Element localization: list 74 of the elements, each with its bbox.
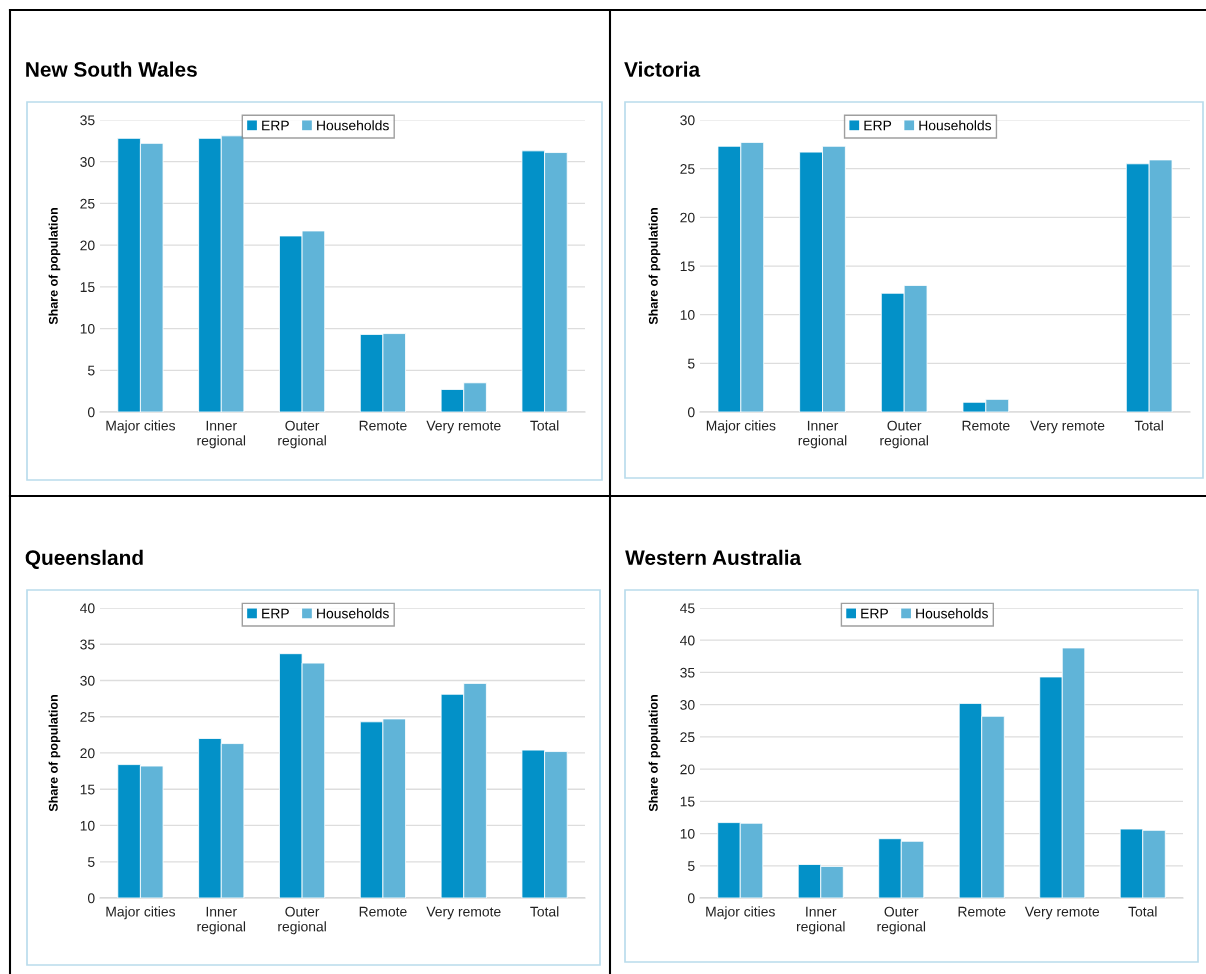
y-tick-label: 40 — [80, 603, 95, 614]
x-tick-label: Remote — [359, 906, 407, 917]
y-tick-label: 0 — [87, 893, 95, 904]
y-tick-label: 0 — [87, 407, 95, 418]
y-tick-label: 25 — [80, 198, 95, 209]
x-tick-label: Major cities — [706, 906, 775, 920]
y-tick-label: 30 — [680, 115, 695, 126]
legend-label: Households — [919, 120, 992, 131]
y-tick-label: 35 — [80, 115, 95, 126]
chart-title: Western Australia — [625, 549, 802, 566]
legend-label: ERP — [861, 608, 888, 619]
y-axis-title: Share of population — [48, 695, 61, 812]
y-tick-label: 30 — [80, 157, 95, 167]
y-tick-label: 25 — [680, 732, 695, 743]
x-tick-label: Total — [1134, 420, 1163, 431]
y-tick-label: 20 — [680, 212, 695, 223]
legend-label: ERP — [262, 608, 289, 619]
x-tick-label: Outer regional — [880, 420, 928, 449]
x-tick-label: Very remote — [1024, 906, 1100, 920]
y-tick-label: 5 — [87, 365, 95, 376]
y-tick-label: 5 — [87, 857, 95, 867]
x-tick-label: Total — [1128, 906, 1157, 917]
x-tick-label: Very remote — [426, 906, 501, 920]
y-axis-title: Share of population — [648, 695, 661, 812]
x-tick-label: Total — [530, 906, 559, 917]
y-tick-label: 10 — [680, 828, 695, 839]
x-tick-label: Very remote — [1030, 420, 1105, 434]
y-tick-label: 45 — [680, 603, 695, 614]
y-tick-label: 10 — [680, 310, 695, 320]
y-tick-label: 0 — [687, 893, 695, 904]
x-tick-label: Remote — [958, 906, 1006, 917]
y-axis-title: Share of population — [48, 208, 61, 325]
y-axis-title: Share of population — [648, 208, 661, 325]
y-tick-label: 15 — [680, 796, 695, 807]
x-tick-label: Major cities — [106, 906, 176, 920]
y-tick-label: 5 — [687, 358, 695, 369]
y-tick-label: 30 — [80, 675, 95, 686]
legend-label: Households — [317, 120, 389, 131]
x-tick-label: Inner regional — [197, 420, 246, 449]
y-tick-label: 25 — [80, 712, 95, 722]
x-tick-label: Major cities — [106, 420, 176, 434]
y-tick-label: 15 — [680, 261, 695, 272]
y-tick-label: 25 — [680, 164, 695, 174]
y-tick-label: 10 — [80, 323, 95, 334]
y-tick-label: 20 — [80, 240, 95, 251]
legend-label: Households — [317, 608, 389, 619]
chart-title: Queensland — [25, 549, 143, 569]
x-tick-label: Inner regional — [798, 420, 847, 449]
legend-label: Households — [916, 608, 988, 619]
x-tick-label: Major cities — [706, 420, 776, 434]
x-tick-label: Very remote — [426, 420, 501, 434]
y-tick-label: 40 — [680, 635, 695, 646]
x-tick-label: Inner regional — [796, 906, 845, 935]
x-tick-label: Outer regional — [278, 420, 326, 449]
y-tick-label: 0 — [687, 407, 695, 418]
legend-label: ERP — [262, 120, 289, 131]
y-tick-label: 5 — [687, 861, 695, 871]
x-tick-label: Remote — [359, 420, 407, 431]
y-tick-label: 15 — [80, 282, 95, 293]
y-tick-label: 35 — [80, 639, 95, 650]
x-tick-label: Total — [530, 420, 559, 431]
x-tick-label: Outer regional — [278, 906, 326, 935]
y-tick-label: 35 — [680, 667, 695, 678]
y-tick-label: 20 — [80, 748, 95, 759]
chart-title: New South Wales — [26, 61, 197, 77]
y-tick-label: 10 — [80, 820, 95, 831]
x-tick-label: Remote — [962, 420, 1010, 431]
y-tick-label: 30 — [680, 700, 695, 710]
chart-title: Victoria — [624, 61, 701, 77]
x-tick-label: Inner regional — [197, 906, 246, 935]
x-tick-label: Outer regional — [877, 906, 926, 935]
legend-label: ERP — [864, 120, 892, 131]
y-tick-label: 20 — [680, 764, 695, 775]
y-tick-label: 15 — [80, 784, 95, 795]
